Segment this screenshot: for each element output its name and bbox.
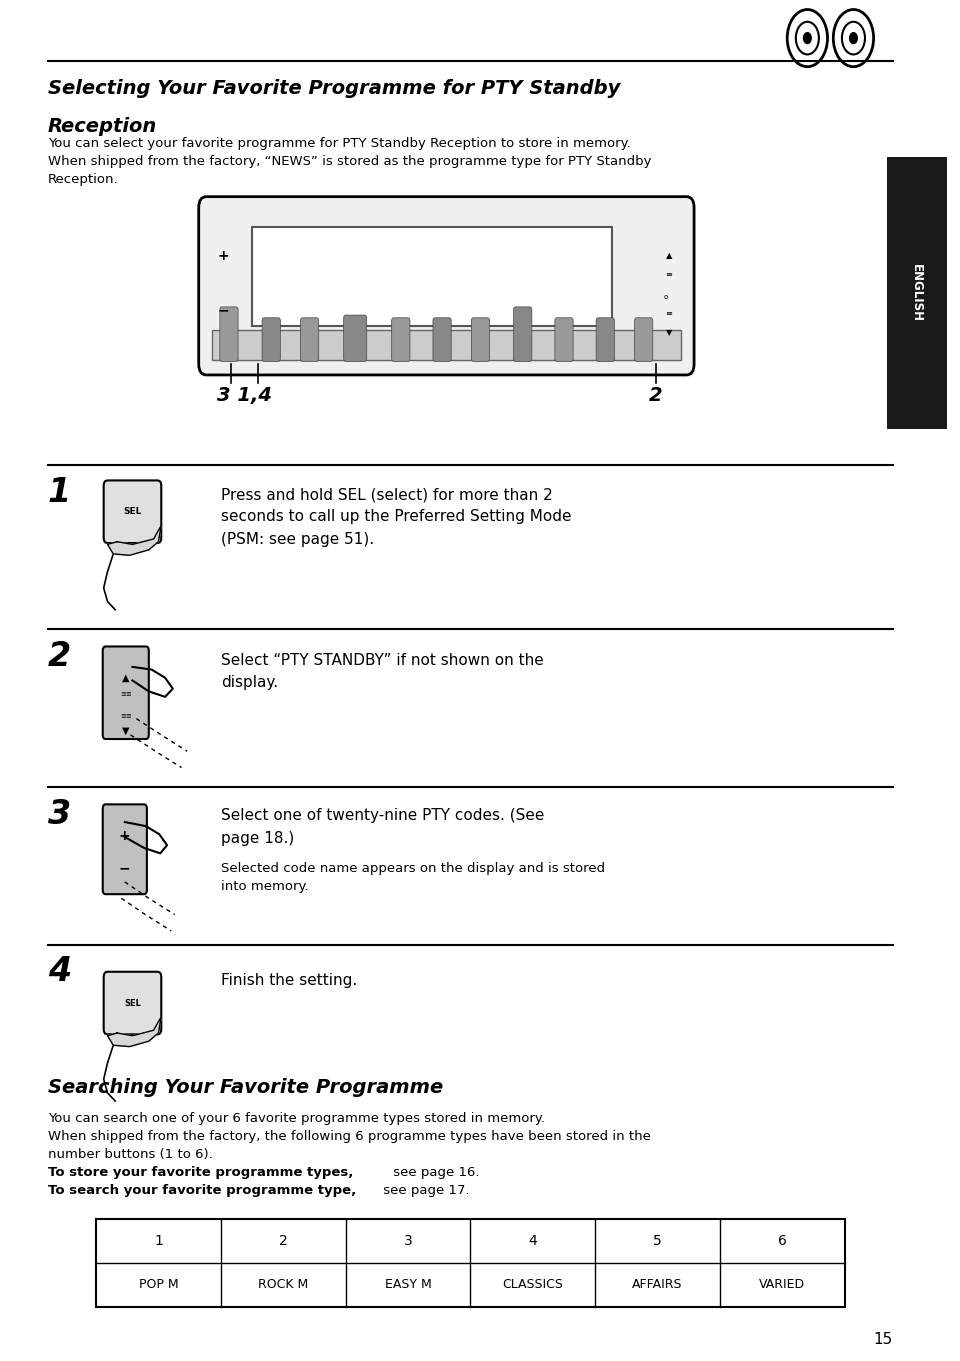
Polygon shape <box>108 1017 161 1047</box>
Text: Selected code name appears on the display and is stored
into memory.: Selected code name appears on the displa… <box>221 862 605 893</box>
Text: 2: 2 <box>649 387 662 404</box>
Text: Press and hold SEL (select) for more than 2
seconds to call up the Preferred Set: Press and hold SEL (select) for more tha… <box>221 487 571 547</box>
Text: +: + <box>218 249 229 263</box>
Text: ▼: ▼ <box>666 328 672 336</box>
Text: Searching Your Favorite Programme: Searching Your Favorite Programme <box>48 1078 444 1097</box>
Text: ≡: ≡ <box>665 271 673 279</box>
Text: −: − <box>218 304 229 317</box>
Text: o: o <box>663 294 667 299</box>
Text: see page 17.: see page 17. <box>379 1184 469 1198</box>
Text: Selecting Your Favorite Programme for PTY Standby: Selecting Your Favorite Programme for PT… <box>48 79 620 98</box>
Text: ENGLISH: ENGLISH <box>910 264 924 321</box>
Text: Reception: Reception <box>48 117 157 136</box>
Text: 5: 5 <box>653 1234 662 1248</box>
FancyBboxPatch shape <box>596 318 614 361</box>
FancyBboxPatch shape <box>103 646 149 739</box>
FancyBboxPatch shape <box>344 316 367 361</box>
FancyBboxPatch shape <box>104 972 161 1034</box>
Text: 3: 3 <box>403 1234 413 1248</box>
FancyBboxPatch shape <box>635 318 653 361</box>
FancyBboxPatch shape <box>392 318 410 361</box>
Text: Select “PTY STANDBY” if not shown on the
display.: Select “PTY STANDBY” if not shown on the… <box>221 653 543 690</box>
Text: see page 16.: see page 16. <box>389 1166 479 1180</box>
Circle shape <box>804 33 811 44</box>
Text: CLASSICS: CLASSICS <box>502 1278 564 1292</box>
Text: ▲: ▲ <box>666 252 672 260</box>
FancyBboxPatch shape <box>555 318 573 361</box>
Text: ≡: ≡ <box>665 309 673 317</box>
FancyBboxPatch shape <box>300 318 319 361</box>
FancyBboxPatch shape <box>887 157 947 429</box>
FancyBboxPatch shape <box>104 480 161 543</box>
Text: VARIED: VARIED <box>759 1278 805 1292</box>
FancyBboxPatch shape <box>471 318 490 361</box>
Text: SEL: SEL <box>123 508 142 516</box>
Text: When shipped from the factory, the following 6 programme types have been stored : When shipped from the factory, the follo… <box>48 1130 651 1161</box>
Text: ≡≡: ≡≡ <box>120 713 132 719</box>
Text: AFFAIRS: AFFAIRS <box>633 1278 683 1292</box>
Text: You can select your favorite programme for PTY Standby Reception to store in mem: You can select your favorite programme f… <box>48 137 652 186</box>
Bar <box>212 329 681 359</box>
Bar <box>252 226 612 327</box>
Text: Select one of twenty-nine PTY codes. (See
page 18.): Select one of twenty-nine PTY codes. (Se… <box>221 808 544 845</box>
Text: POP M: POP M <box>138 1278 179 1292</box>
Text: 3: 3 <box>48 798 71 830</box>
FancyBboxPatch shape <box>199 196 694 374</box>
Text: 4: 4 <box>528 1234 538 1248</box>
Circle shape <box>850 33 857 44</box>
FancyBboxPatch shape <box>220 306 238 361</box>
Text: Finish the setting.: Finish the setting. <box>221 973 357 988</box>
Text: 1: 1 <box>154 1234 163 1248</box>
Text: +: + <box>119 829 131 842</box>
Text: To store your favorite programme types,: To store your favorite programme types, <box>48 1166 353 1180</box>
Text: ▼: ▼ <box>122 725 130 736</box>
Text: ROCK M: ROCK M <box>258 1278 308 1292</box>
Text: 2: 2 <box>48 640 71 672</box>
FancyBboxPatch shape <box>514 306 532 361</box>
Text: EASY M: EASY M <box>385 1278 431 1292</box>
Text: −: − <box>119 862 131 875</box>
FancyBboxPatch shape <box>433 318 451 361</box>
FancyBboxPatch shape <box>103 804 147 894</box>
Text: 3 1,4: 3 1,4 <box>217 387 273 404</box>
Text: 15: 15 <box>874 1332 893 1347</box>
Text: ▲: ▲ <box>122 672 130 683</box>
Bar <box>96 1219 845 1307</box>
Text: To search your favorite programme type,: To search your favorite programme type, <box>48 1184 356 1198</box>
Text: You can search one of your 6 favorite programme types stored in memory.: You can search one of your 6 favorite pr… <box>48 1112 545 1126</box>
Text: 6: 6 <box>778 1234 787 1248</box>
FancyBboxPatch shape <box>262 318 280 361</box>
Polygon shape <box>108 525 161 555</box>
Text: ≡≡: ≡≡ <box>120 691 132 697</box>
Text: 2: 2 <box>278 1234 288 1248</box>
Text: SEL: SEL <box>124 999 141 1007</box>
Text: 4: 4 <box>48 955 71 988</box>
Text: 1: 1 <box>48 476 71 509</box>
